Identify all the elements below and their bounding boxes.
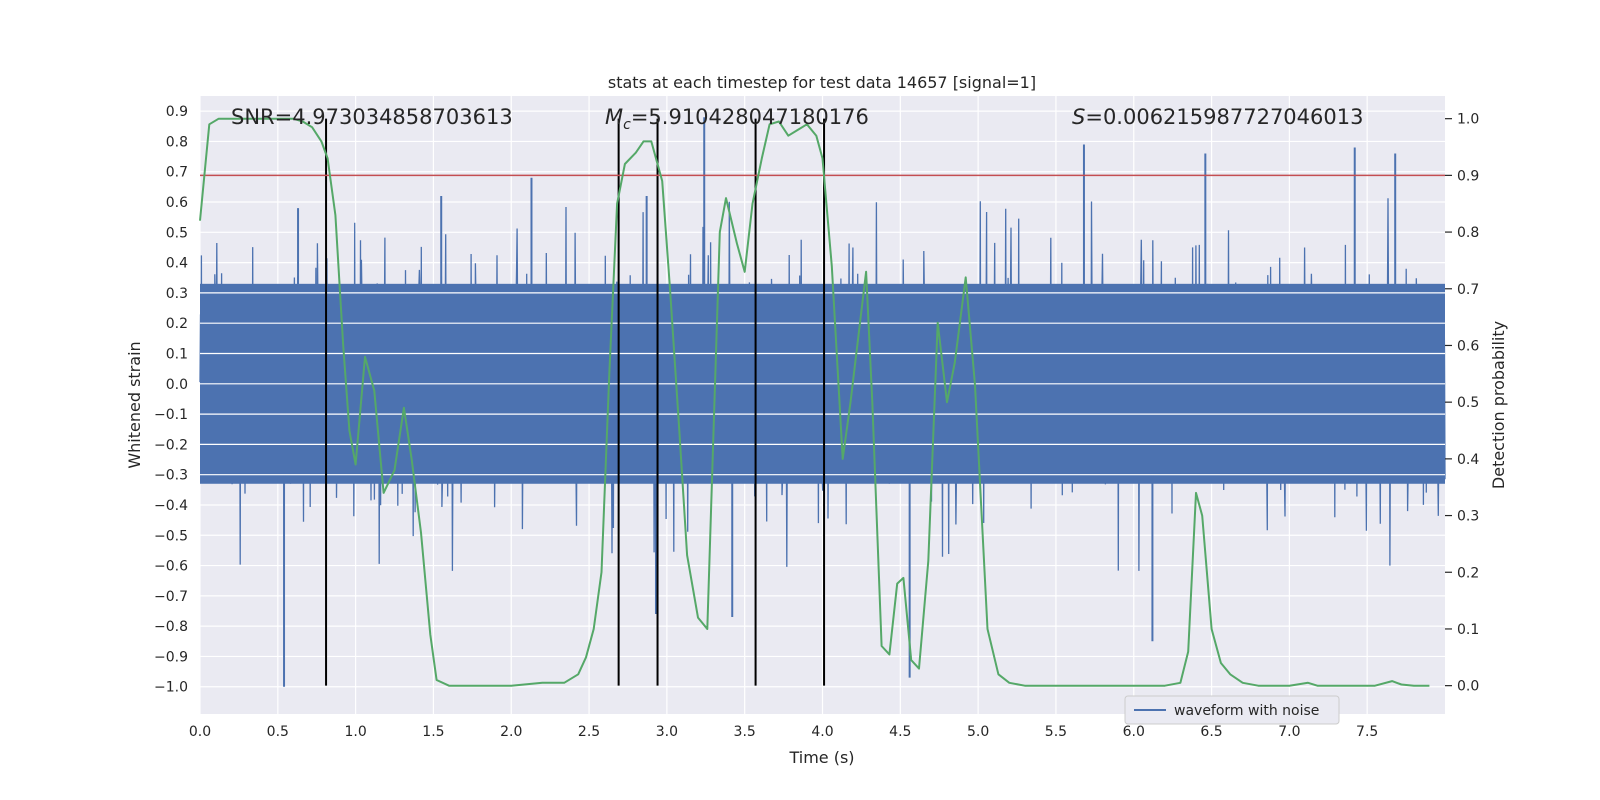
waveform-series [199, 117, 1446, 687]
right-y-tick-label: 0.7 [1457, 282, 1479, 298]
left-y-tick-label: −0.1 [154, 407, 188, 423]
spin-annotation: S=0.006215987727046013 [1072, 105, 1363, 129]
right-y-tick-label: 0.8 [1457, 225, 1479, 241]
left-y-axis-label: Whitened strain [125, 341, 144, 468]
right-y-tick-label: 0.3 [1457, 509, 1479, 525]
left-y-tick-label: −0.3 [154, 468, 188, 484]
chirp-mass-annotation: Mc=5.910428047180176 [605, 105, 869, 133]
spin-value: =0.006215987727046013 [1085, 105, 1363, 129]
x-tick-label: 7.5 [1356, 724, 1378, 740]
left-y-tick-label: 0.0 [166, 377, 188, 393]
chart-title: stats at each timestep for test data 146… [608, 73, 1036, 92]
chirp-mass-subscript: c [623, 117, 631, 133]
x-tick-label: 6.5 [1200, 724, 1222, 740]
left-y-tick-label: 0.8 [166, 134, 188, 150]
right-y-tick-label: 0.1 [1457, 622, 1479, 638]
chirp-mass-value: =5.910428047180176 [631, 105, 869, 129]
right-y-tick-label: 0.0 [1457, 679, 1479, 695]
x-tick-label: 4.0 [811, 724, 833, 740]
x-tick-label: 6.0 [1123, 724, 1145, 740]
plot-axes [199, 96, 1446, 714]
right-y-tick-label: 0.4 [1457, 452, 1479, 468]
x-tick-label: 1.5 [422, 724, 444, 740]
right-y-tick-label: 0.5 [1457, 395, 1479, 411]
x-tick-label: 5.0 [967, 724, 989, 740]
probability-curve [199, 117, 1430, 687]
left-y-tick-label: 0.4 [166, 256, 188, 272]
left-y-tick-labels: 0.9 0.8 0.7 0.6 0.5 0.4 0.3 0.2 0.1 0.0 −0.1 −0.2 −0… [154, 104, 188, 696]
x-tick-label: 1.0 [344, 724, 366, 740]
right-y-tick-labels: 1.0 0.9 0.8 0.7 0.6 0.5 0.4 0.3 0.2 0.1 0.0 [1445, 112, 1479, 695]
right-y-tick-label: 1.0 [1457, 112, 1479, 128]
x-tick-label: 2.0 [500, 724, 522, 740]
chirp-mass-symbol: M [605, 105, 623, 129]
left-y-tick-label: 0.7 [166, 165, 188, 181]
x-tick-label: 4.5 [889, 724, 911, 740]
x-axis-label: Time (s) [788, 748, 854, 767]
left-y-tick-label: 0.9 [166, 104, 188, 120]
left-y-tick-label: −0.8 [154, 619, 188, 635]
x-tick-label: 3.0 [656, 724, 678, 740]
vertical-markers [325, 118, 826, 686]
left-y-tick-label: −0.9 [154, 649, 188, 665]
x-tick-labels: 0.0 0.5 1.0 1.5 2.0 2.5 3.0 3.5 4.0 4.5 5.0 5.5 6.0 6… [189, 724, 1378, 740]
left-y-tick-label: −0.7 [154, 589, 188, 605]
probability-series [199, 117, 1430, 687]
x-tick-label: 3.5 [734, 724, 756, 740]
left-y-tick-label: 0.6 [166, 195, 188, 211]
left-y-tick-label: 0.2 [166, 316, 188, 332]
left-y-tick-label: 0.3 [166, 286, 188, 302]
legend-box [1124, 695, 1340, 725]
spin-symbol: S [1072, 105, 1085, 129]
left-y-tick-label: −0.6 [154, 559, 188, 575]
legend-label-waveform: waveform with noise [1174, 703, 1319, 719]
left-y-tick-label: 0.5 [166, 225, 188, 241]
right-y-tick-label: 0.9 [1457, 168, 1479, 184]
x-tick-label: 7.0 [1278, 724, 1300, 740]
right-y-tick-label: 0.2 [1457, 565, 1479, 581]
left-y-tick-label: −0.2 [154, 437, 188, 453]
left-y-tick-label: 0.1 [166, 347, 188, 363]
left-y-tick-label: −0.5 [154, 528, 188, 544]
x-tick-label: 0.0 [189, 724, 211, 740]
x-tick-label: 2.5 [578, 724, 600, 740]
x-tick-label: 0.5 [267, 724, 289, 740]
snr-annotation: SNR=4.973034858703613 [231, 105, 513, 129]
right-y-axis-label: Detection probability [1489, 321, 1508, 489]
right-y-tick-label: 0.6 [1457, 338, 1479, 354]
left-y-tick-label: −0.4 [154, 498, 188, 514]
left-y-tick-label: −1.0 [154, 680, 188, 696]
x-tick-label: 5.5 [1045, 724, 1067, 740]
legend: waveform with noise [1124, 695, 1340, 725]
